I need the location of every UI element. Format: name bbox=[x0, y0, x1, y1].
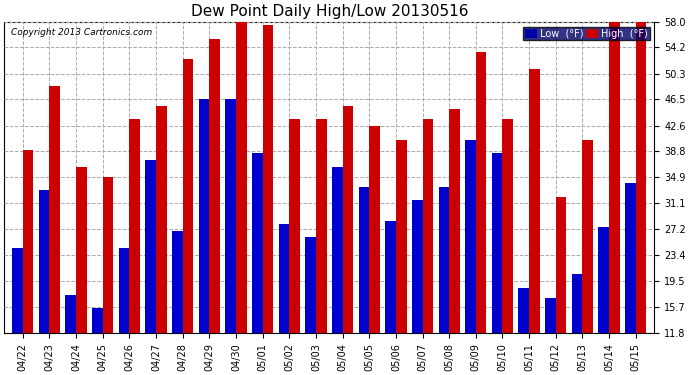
Bar bbox=[226, 99, 236, 375]
Bar bbox=[146, 160, 156, 375]
Bar bbox=[518, 288, 529, 375]
Bar bbox=[369, 126, 380, 375]
Bar bbox=[385, 220, 396, 375]
Bar bbox=[502, 120, 513, 375]
Bar bbox=[529, 69, 540, 375]
Bar bbox=[439, 187, 449, 375]
Bar bbox=[252, 153, 263, 375]
Bar bbox=[359, 187, 369, 375]
Bar bbox=[396, 140, 406, 375]
Bar bbox=[172, 231, 183, 375]
Bar bbox=[412, 200, 422, 375]
Bar bbox=[598, 227, 609, 375]
Bar bbox=[492, 153, 502, 375]
Bar bbox=[23, 150, 34, 375]
Bar bbox=[209, 39, 220, 375]
Bar bbox=[183, 59, 193, 375]
Bar bbox=[119, 248, 130, 375]
Title: Dew Point Daily High/Low 20130516: Dew Point Daily High/Low 20130516 bbox=[190, 4, 468, 19]
Bar bbox=[12, 248, 23, 375]
Legend: Low  (°F), High  (°F): Low (°F), High (°F) bbox=[523, 27, 649, 40]
Bar bbox=[92, 308, 103, 375]
Text: Copyright 2013 Cartronics.com: Copyright 2013 Cartronics.com bbox=[10, 28, 152, 37]
Bar bbox=[465, 140, 476, 375]
Bar bbox=[236, 22, 246, 375]
Bar bbox=[279, 224, 289, 375]
Bar bbox=[199, 99, 209, 375]
Bar bbox=[332, 166, 343, 375]
Bar bbox=[343, 106, 353, 375]
Bar bbox=[263, 25, 273, 375]
Bar bbox=[545, 298, 555, 375]
Bar bbox=[449, 110, 460, 375]
Bar bbox=[572, 274, 582, 375]
Bar bbox=[50, 86, 60, 375]
Bar bbox=[130, 120, 140, 375]
Bar bbox=[555, 197, 566, 375]
Bar bbox=[582, 140, 593, 375]
Bar bbox=[76, 166, 87, 375]
Bar bbox=[39, 190, 50, 375]
Bar bbox=[476, 52, 486, 375]
Bar bbox=[305, 237, 316, 375]
Bar bbox=[625, 183, 635, 375]
Bar bbox=[103, 177, 113, 375]
Bar bbox=[422, 120, 433, 375]
Bar bbox=[316, 120, 326, 375]
Bar bbox=[66, 295, 76, 375]
Bar bbox=[289, 120, 300, 375]
Bar bbox=[635, 22, 647, 375]
Bar bbox=[156, 106, 167, 375]
Bar bbox=[609, 22, 620, 375]
